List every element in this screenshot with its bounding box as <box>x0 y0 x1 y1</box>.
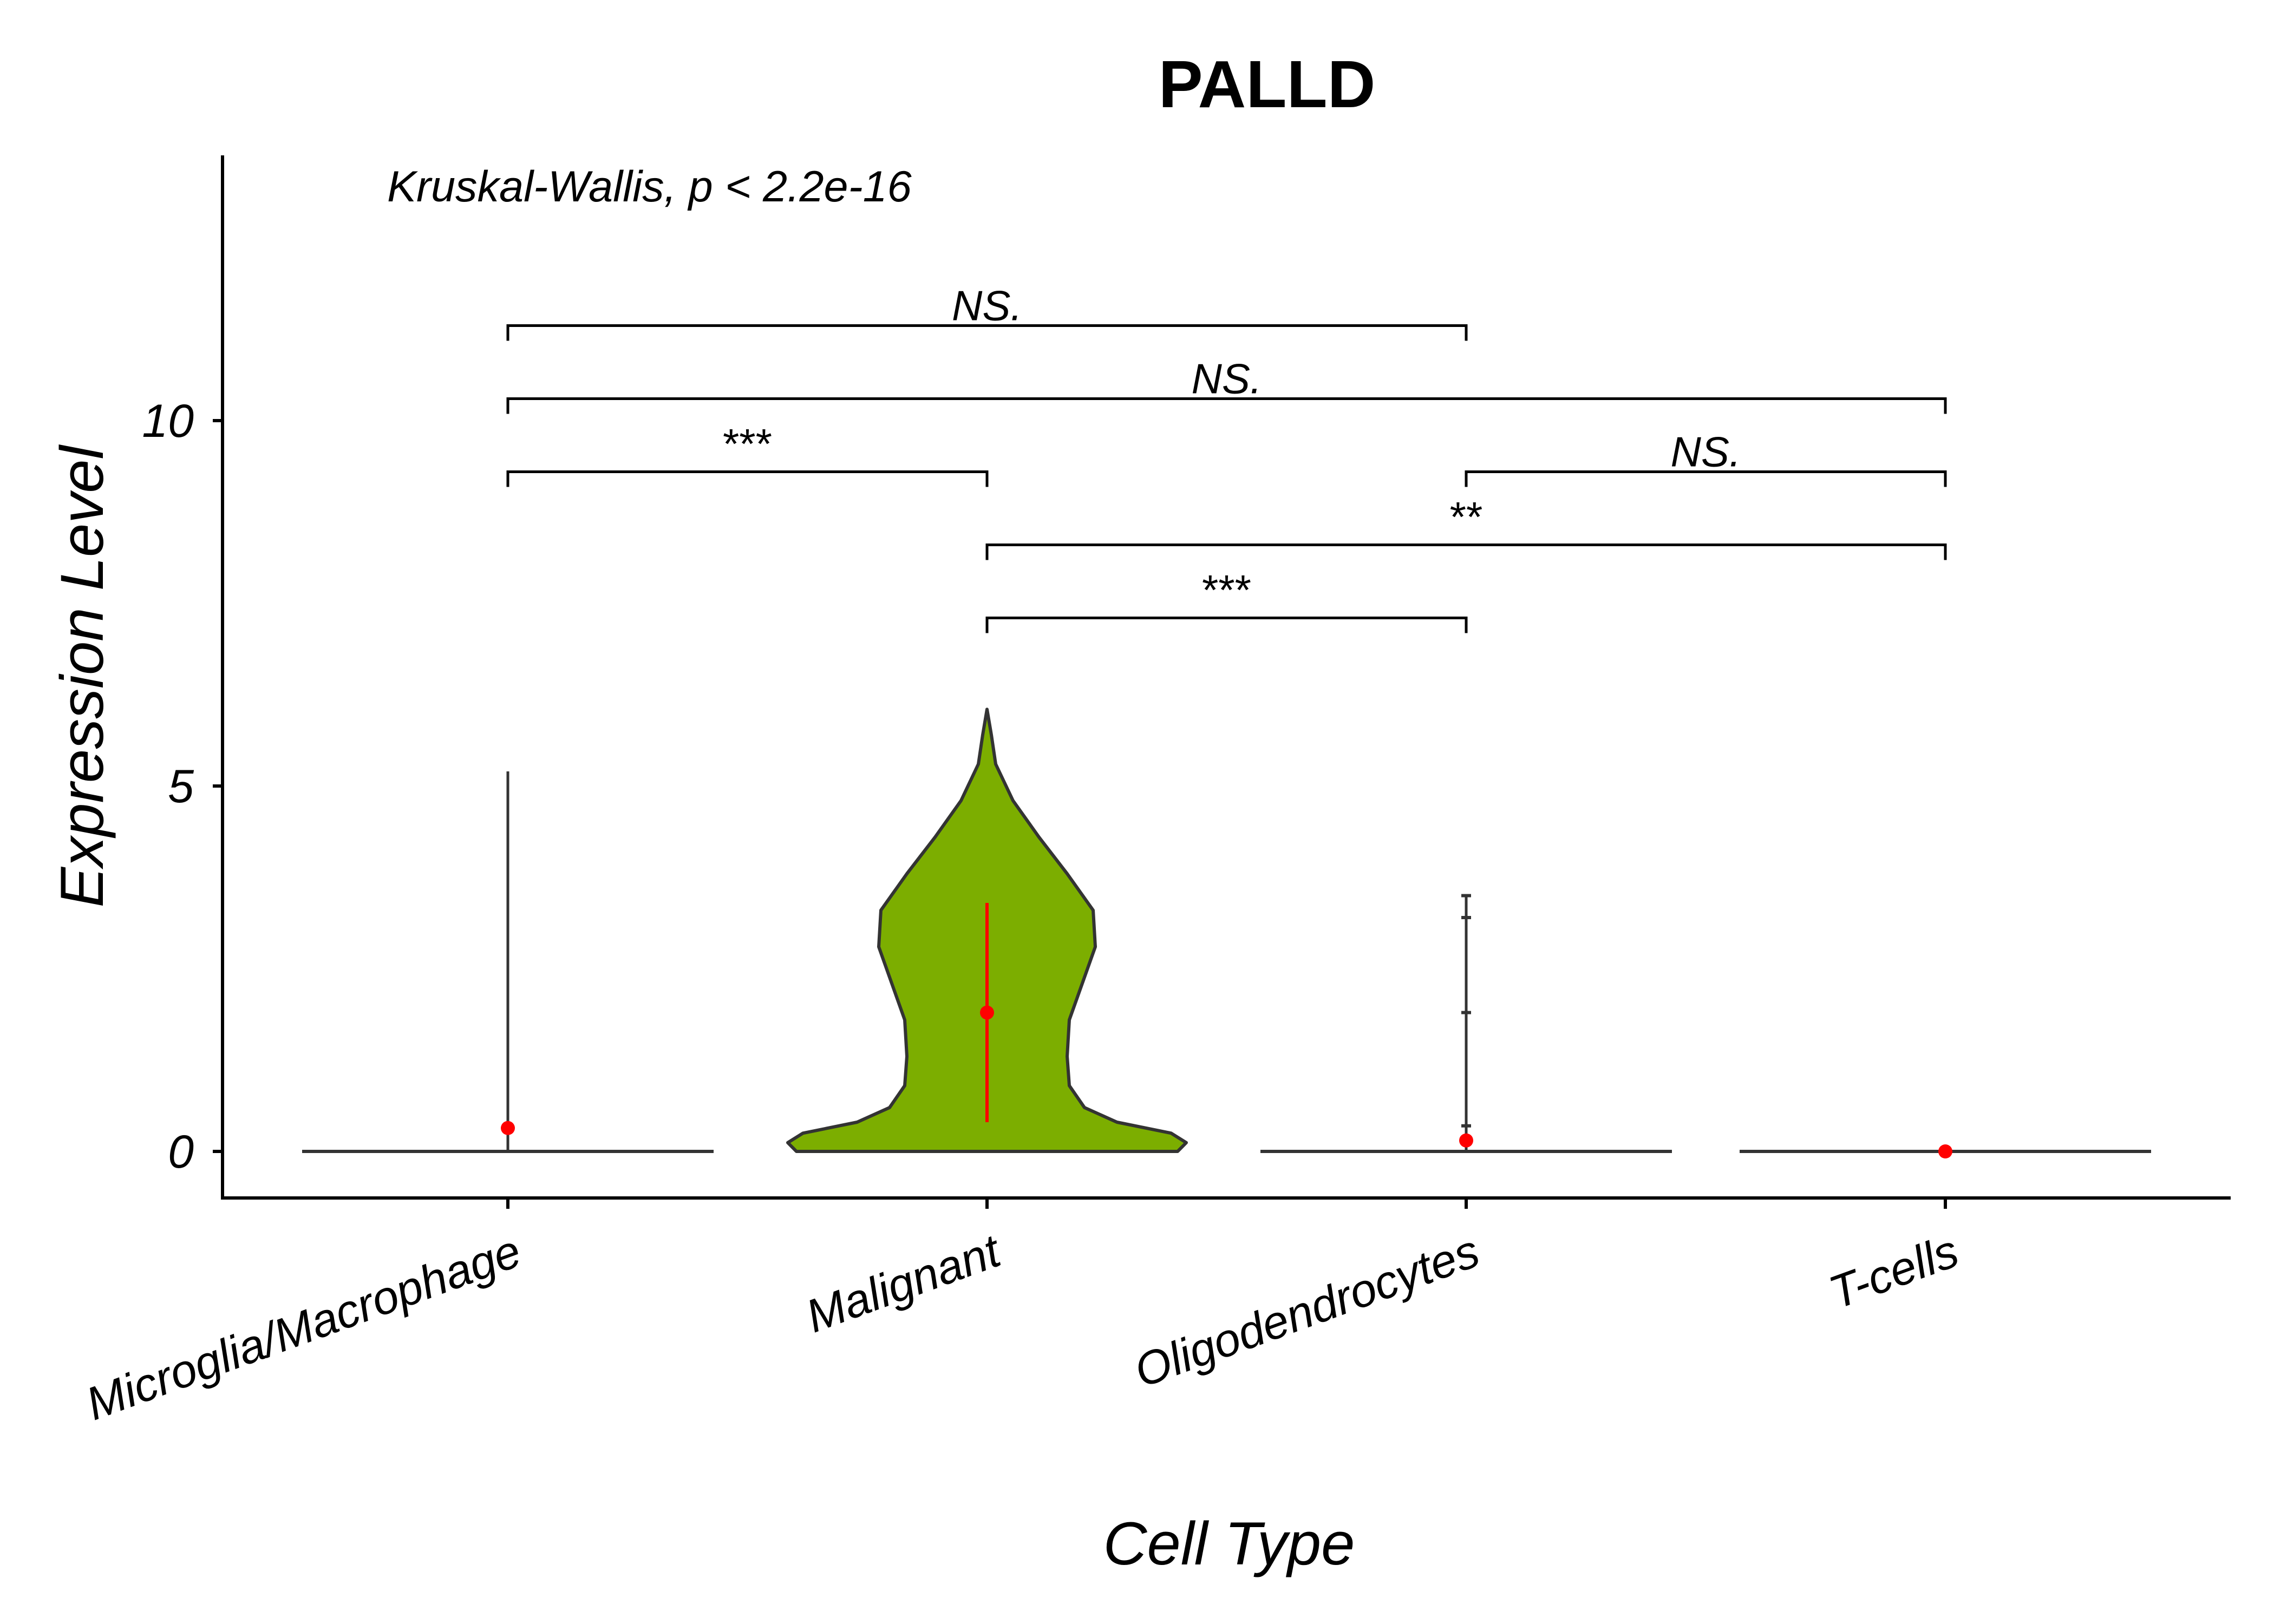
y-tick-label: 5 <box>168 761 194 813</box>
mean-point <box>1459 1133 1473 1148</box>
bracket-oligodendrocytes-vs-t-cells: NS. <box>1465 428 1947 487</box>
bracket-line <box>985 617 1468 633</box>
violin-oligodendrocytes <box>1260 894 1672 1153</box>
mean-point <box>501 1121 515 1135</box>
bracket-line <box>506 470 989 487</box>
x-tick-label-microglia-macrophage: Microglia/Macrophage <box>80 1225 528 1431</box>
bracket-microglia-macrophage-vs-t-cells: NS. <box>506 355 1947 414</box>
y-ticks: 0 5 10 <box>142 395 223 1178</box>
bracket-malignant-vs-t-cells: ** <box>985 493 1947 560</box>
bracket-line <box>985 543 1947 560</box>
axes <box>221 155 2231 1200</box>
bracket-microglia-macrophage-vs-oligodendrocytes: NS. <box>506 282 1468 341</box>
x-tick-label-oligodendrocytes: Oligodendrocytes <box>1128 1225 1486 1398</box>
bracket-line <box>506 324 1468 341</box>
bracket-microglia-macrophage-vs-malignant: *** <box>506 420 989 487</box>
significance-label: *** <box>723 420 772 468</box>
significance-label: NS. <box>1191 355 1262 403</box>
x-ticks: Microglia/Macrophage Malignant Oligodendro… <box>80 1198 1965 1430</box>
kruskal-wallis-annotation: Kruskal-Wallis, p < 2.2e-16 <box>387 162 912 211</box>
mean-point <box>980 1005 994 1020</box>
significance-brackets: NS.NS.*** NS.***** <box>506 282 1947 633</box>
violin-t-cells <box>1740 1144 2151 1158</box>
mean-point <box>1938 1144 1952 1158</box>
y-tick-label: 10 <box>142 395 194 447</box>
significance-label: *** <box>1202 566 1251 614</box>
bracket-line <box>506 397 1947 414</box>
significance-label: ** <box>1450 493 1483 541</box>
violin-microglia-macrophage <box>302 771 714 1153</box>
y-axis-title: Expression Level <box>48 444 116 907</box>
significance-label: NS. <box>1670 428 1741 476</box>
y-tick-label: 0 <box>168 1126 194 1178</box>
bracket-malignant-vs-oligodendrocytes: *** <box>985 566 1468 633</box>
x-tick-label-t-cells: T-cells <box>1822 1225 1965 1319</box>
bracket-line <box>1465 470 1947 487</box>
x-tick-label-malignant: Malignant <box>799 1224 1008 1343</box>
violin-malignant <box>786 708 1188 1153</box>
significance-label: NS. <box>952 282 1022 330</box>
violins <box>302 708 2151 1158</box>
chart-title: PALLD <box>1159 48 1376 122</box>
x-axis-title: Cell Type <box>1103 1510 1355 1577</box>
